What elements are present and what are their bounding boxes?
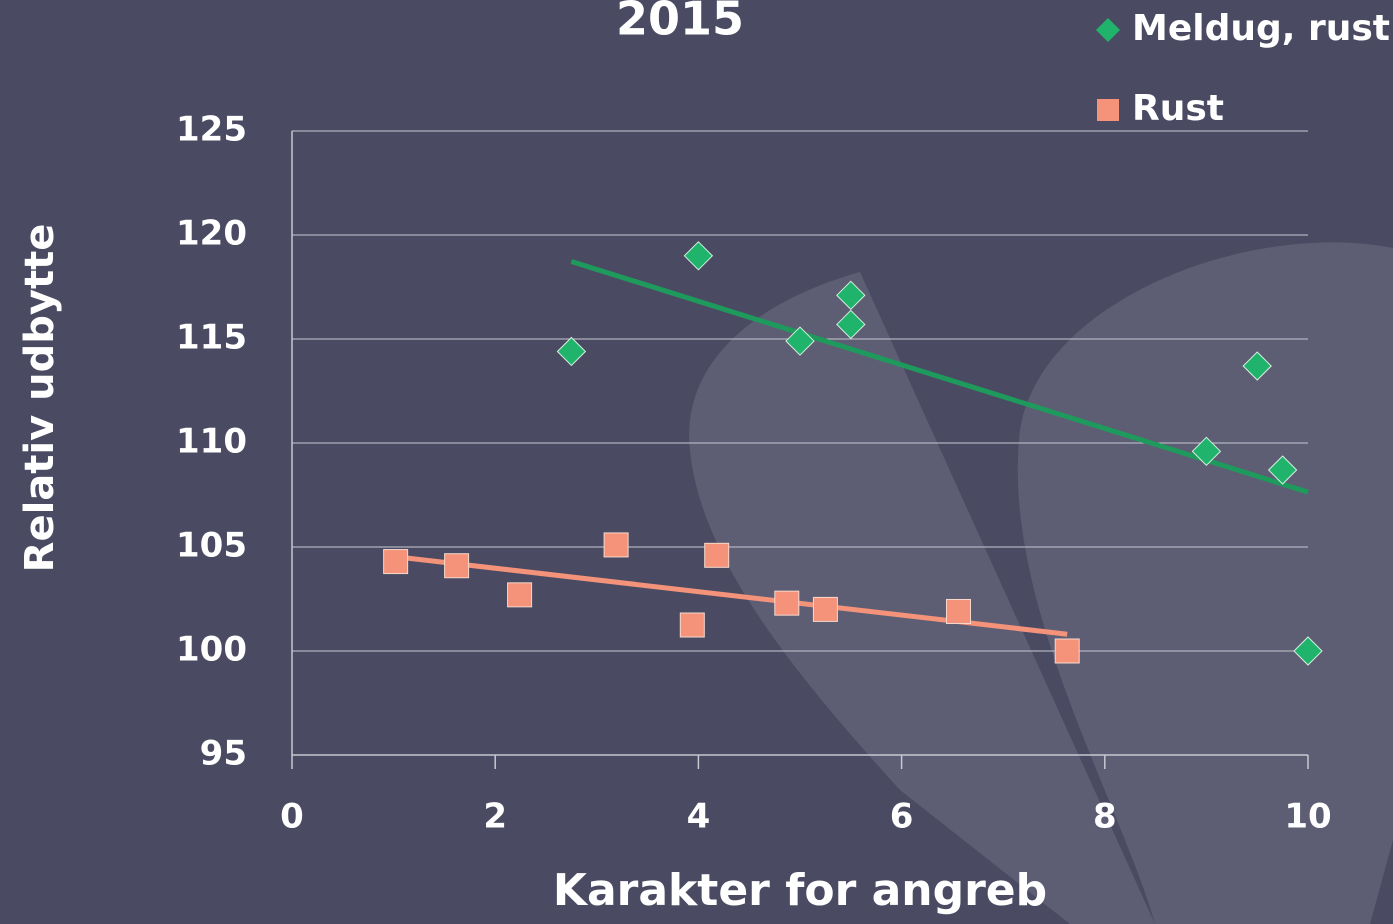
legend-label: Meldug, rust [1132,8,1390,49]
x-tick-label: 6 [890,797,914,837]
point [774,590,800,616]
point [785,326,815,356]
x-tick-label: 0 [280,797,304,837]
trend-line [570,259,1309,495]
y-tick-label: 100 [176,630,247,670]
x-axis-title: Karakter for angreb [553,865,1047,916]
y-axis-title: Relativ udbytte [17,224,63,573]
point [836,280,866,311]
point [704,542,730,568]
point [1293,636,1323,666]
point [507,582,533,608]
y-tick-label: 105 [176,526,247,566]
background-leaf [1017,242,1393,924]
legend-marker [1097,99,1119,121]
point [945,598,971,624]
legend-marker [1096,18,1120,42]
y-tick-label: 115 [176,318,247,358]
point [1054,638,1080,664]
x-tick-label: 2 [483,797,507,837]
point [1267,455,1298,485]
point [603,532,629,558]
point [812,596,838,622]
y-tick-label: 95 [200,734,247,774]
point [1242,351,1272,381]
chart-title: 2015 [616,0,744,46]
point [679,612,705,638]
y-tick-label: 120 [176,214,247,254]
point [444,553,470,579]
point [683,241,714,271]
point [836,309,866,340]
point [556,336,587,367]
background-leaf [689,272,1155,924]
point [1191,436,1222,467]
x-tick-label: 8 [1093,797,1117,837]
x-tick-label: 10 [1284,797,1331,837]
y-tick-label: 110 [176,422,247,462]
y-tick-label: 125 [176,110,247,150]
x-tick-label: 4 [687,797,711,837]
legend-label: Rust [1132,88,1224,129]
point [383,549,409,575]
